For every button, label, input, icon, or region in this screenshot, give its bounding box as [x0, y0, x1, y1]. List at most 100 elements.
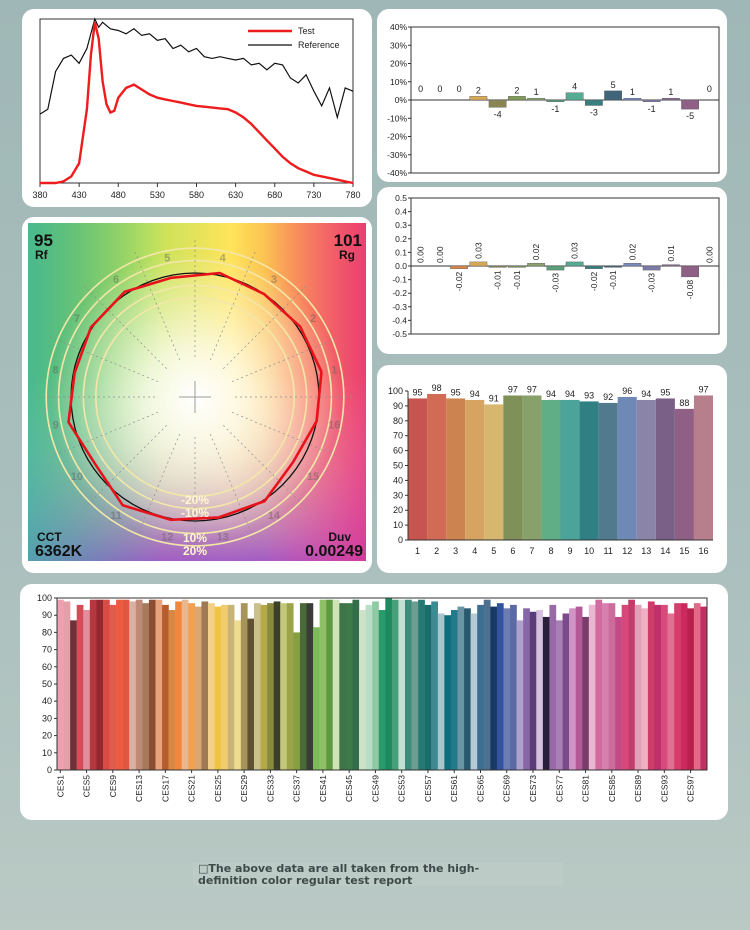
bar [76, 604, 84, 770]
data-label: 94 [470, 389, 480, 399]
bar [162, 604, 169, 770]
bar [595, 599, 603, 770]
x-tick-label: CES33 [265, 775, 275, 802]
bar [457, 606, 465, 770]
bar [693, 395, 713, 540]
bar [96, 599, 104, 770]
x-tick-label: 1 [415, 546, 420, 556]
bar [319, 599, 327, 770]
bar [280, 603, 287, 770]
bar [617, 396, 637, 540]
bar [681, 99, 699, 110]
y-tick-label: -20% [387, 132, 407, 142]
hue-bin-label: 7 [74, 313, 80, 325]
bar [109, 604, 117, 770]
x-tick-label: 480 [111, 190, 126, 200]
bar [63, 601, 71, 770]
bar [431, 601, 439, 770]
bar [623, 263, 642, 267]
data-label: 95 [413, 387, 423, 397]
data-label: 0.03 [570, 242, 580, 259]
footer-bar [193, 862, 563, 886]
y-tick-label: 0.5 [395, 193, 407, 203]
hue-shift-panel: 0.5 0.4 0.3 0.2 0.1 0.0 -0.1 -0.2 -0.3 -0.4 -0.5 0.… [377, 187, 727, 354]
y-tick-label: 50 [393, 461, 403, 471]
bar [450, 265, 468, 269]
bar [286, 603, 294, 770]
duv-value: 0.00249 [305, 543, 363, 560]
y-tick-label: 30% [390, 40, 407, 50]
hue-bin-label: 11 [110, 510, 122, 522]
bar [546, 99, 565, 103]
data-label: -1 [648, 104, 656, 114]
x-tick-label: 16 [698, 546, 708, 556]
y-tick-label: 70 [393, 431, 403, 441]
bar [542, 616, 550, 770]
x-tick-label: CES85 [607, 775, 617, 802]
plot-frame [56, 597, 708, 771]
test-gamut-line [67, 271, 323, 522]
bar [585, 99, 603, 106]
x-tick-label: CES69 [502, 775, 512, 802]
bar [560, 399, 580, 540]
bar [523, 608, 530, 770]
bar [680, 603, 688, 770]
bar [378, 610, 386, 770]
data-label: 1 [630, 87, 635, 97]
rf-value: 95 [34, 231, 53, 250]
bar [510, 604, 517, 770]
data-label: 0.03 [473, 242, 483, 259]
bar [175, 601, 182, 770]
y-tick-label: -30% [387, 150, 407, 160]
data-label: 95 [451, 387, 461, 397]
data-label: 0.02 [627, 243, 637, 260]
bar [662, 264, 680, 267]
y-tick-label: -0.5 [392, 329, 407, 339]
ring-label: 10% [183, 531, 207, 545]
hue-bin-label: 2 [310, 313, 316, 325]
bar [155, 599, 163, 770]
bar [588, 604, 596, 770]
x-tick-label: 3 [453, 546, 458, 556]
bar [546, 265, 565, 271]
bar [464, 608, 471, 770]
data-label: 0 [707, 84, 712, 94]
data-label: 97 [508, 384, 518, 394]
bar [469, 96, 488, 101]
y-tick-label: 60 [42, 662, 52, 672]
rf-hue-chart: 1009080706050403020100951982953944915976… [388, 383, 713, 556]
bar [427, 393, 447, 540]
bar [575, 606, 583, 770]
bar [83, 610, 91, 770]
x-tick-label: CES29 [239, 775, 249, 802]
rf-label: Rf [35, 248, 49, 262]
data-label: 91 [489, 393, 499, 403]
bar [352, 599, 360, 770]
hue-bin-label: 16 [328, 420, 340, 432]
bar [503, 608, 511, 770]
bar [598, 402, 618, 540]
ces-panel: 100 90 80 70 60 50 40 30 20 10 0 CES1 CES5 CES9 CES13 C… [20, 584, 728, 820]
hue-bin-label: 4 [220, 253, 227, 265]
bar [562, 613, 570, 770]
x-tick-label: 6 [510, 546, 515, 556]
bar [522, 395, 542, 540]
bar [122, 599, 130, 770]
bar [565, 261, 584, 267]
data-label: 1 [668, 87, 673, 97]
bar [496, 603, 504, 770]
y-tick-label: 20 [393, 505, 403, 515]
bar [116, 599, 123, 770]
hue-bin-label: 12 [161, 531, 173, 543]
y-tick-label: -0.2 [392, 288, 407, 298]
y-tick-label: 10 [42, 748, 52, 758]
data-label: 98 [432, 383, 442, 393]
data-label: -0.01 [493, 270, 503, 290]
hue-bin-label: 1 [331, 364, 337, 376]
data-label: 97 [698, 384, 708, 394]
bar [221, 604, 228, 770]
y-tick-label: 0.0 [395, 261, 407, 271]
x-tick-label: CES77 [554, 775, 564, 802]
hue-bin-label: 6 [113, 274, 119, 286]
data-label: 5 [611, 80, 616, 90]
